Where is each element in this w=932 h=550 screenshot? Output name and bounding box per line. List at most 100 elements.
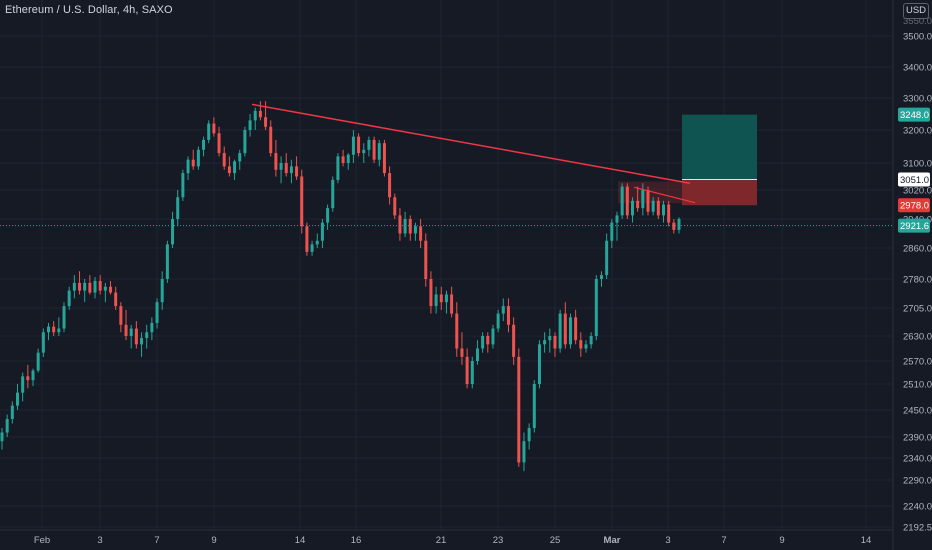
candle-up (155, 298, 159, 329)
candle-body (269, 126, 273, 154)
candle-down (124, 309, 128, 341)
candle-up (434, 286, 438, 314)
candle-up (589, 332, 593, 349)
candle-body (253, 110, 257, 121)
price-tick-label: 3500.0 (903, 32, 932, 43)
candle-up (10, 401, 14, 424)
candle-up (145, 324, 149, 349)
candle-body (558, 313, 562, 349)
candle-down (305, 222, 309, 256)
price-tick-label: 3100.0 (903, 159, 932, 170)
candle-body (88, 282, 92, 293)
candle-down (388, 166, 392, 205)
entry-price-tag: 3051.0 (898, 172, 930, 187)
date-tick-label: 3 (97, 535, 102, 546)
candle-up (599, 271, 603, 287)
candle-down (424, 233, 428, 287)
candle-up (641, 183, 645, 216)
candle-up (537, 340, 541, 389)
candle-down (517, 348, 521, 467)
candle-body (114, 292, 118, 307)
candle-body (475, 348, 479, 361)
candle-body (574, 317, 578, 341)
candle-up (0, 428, 4, 450)
price-tick-label: 2570.0 (903, 357, 932, 368)
candle-up (253, 107, 257, 130)
price-tick-label: 2390.0 (903, 433, 932, 444)
candle-body (124, 324, 128, 336)
candle-down (88, 275, 92, 295)
candle-body (181, 173, 185, 198)
candle-down (114, 286, 118, 310)
candle-down (398, 208, 402, 241)
candle-body (351, 136, 355, 155)
candle-body (140, 338, 144, 345)
date-tick-label: 14 (295, 535, 306, 546)
date-tick-label: Mar (604, 535, 621, 546)
candle-body (672, 222, 676, 230)
candle-body (264, 117, 268, 127)
candle-body (26, 376, 30, 381)
candle-body (202, 139, 206, 150)
candle-up (140, 332, 144, 357)
price-tick-label: 2192.5 (903, 523, 932, 534)
candle-up (584, 340, 588, 353)
candle-up (568, 313, 572, 349)
candle-body (522, 441, 526, 463)
candle-body (413, 226, 417, 234)
candle-body (295, 166, 299, 177)
candle-up (171, 211, 175, 248)
resistance-trendline[interactable] (251, 103, 691, 184)
candle-body (377, 143, 381, 160)
candle-body (506, 306, 510, 325)
candle-body (83, 282, 87, 291)
candle-up (160, 271, 164, 310)
candle-up (651, 197, 655, 216)
drawings[interactable] (0, 103, 893, 227)
candle-body (625, 186, 629, 216)
date-tick-label: 21 (436, 535, 447, 546)
projection-line[interactable] (633, 186, 696, 204)
candle-up (548, 328, 552, 353)
candle-body (57, 328, 61, 333)
candle-body (651, 200, 655, 212)
candle-body (357, 136, 361, 154)
candle-body (233, 161, 237, 174)
candle-body (584, 344, 588, 349)
candle-up (346, 153, 350, 170)
candle-up (470, 356, 474, 389)
candle-up (47, 322, 51, 341)
candle-up (527, 423, 531, 450)
candle-body (630, 200, 634, 216)
price-tick-label: 2290.0 (903, 476, 932, 487)
currency-badge[interactable]: USD (903, 3, 929, 19)
candle-up (615, 211, 619, 241)
candle-body (284, 163, 288, 174)
candle-body (47, 326, 51, 333)
candle-body (212, 123, 216, 134)
candle-body (388, 173, 392, 198)
candle-body (78, 282, 82, 291)
candle-body (341, 156, 345, 163)
stop-zone[interactable] (682, 179, 757, 206)
candle-body (165, 244, 169, 279)
candle-down (455, 302, 459, 357)
target-zone[interactable] (682, 114, 757, 180)
candle-down (553, 332, 557, 357)
candle-down (579, 332, 583, 357)
candle-body (93, 280, 97, 293)
candle-body (67, 290, 71, 307)
price-tag-bg (898, 107, 930, 122)
candle-up (93, 277, 97, 299)
candle-body (310, 244, 314, 252)
candle-body (537, 344, 541, 384)
stop-zone-extension (618, 181, 682, 204)
candle-body (372, 139, 376, 160)
candle-up (336, 153, 340, 184)
candle-body (532, 384, 536, 428)
candle-up (129, 324, 133, 349)
candle-up (501, 298, 505, 322)
candle-up (403, 211, 407, 238)
